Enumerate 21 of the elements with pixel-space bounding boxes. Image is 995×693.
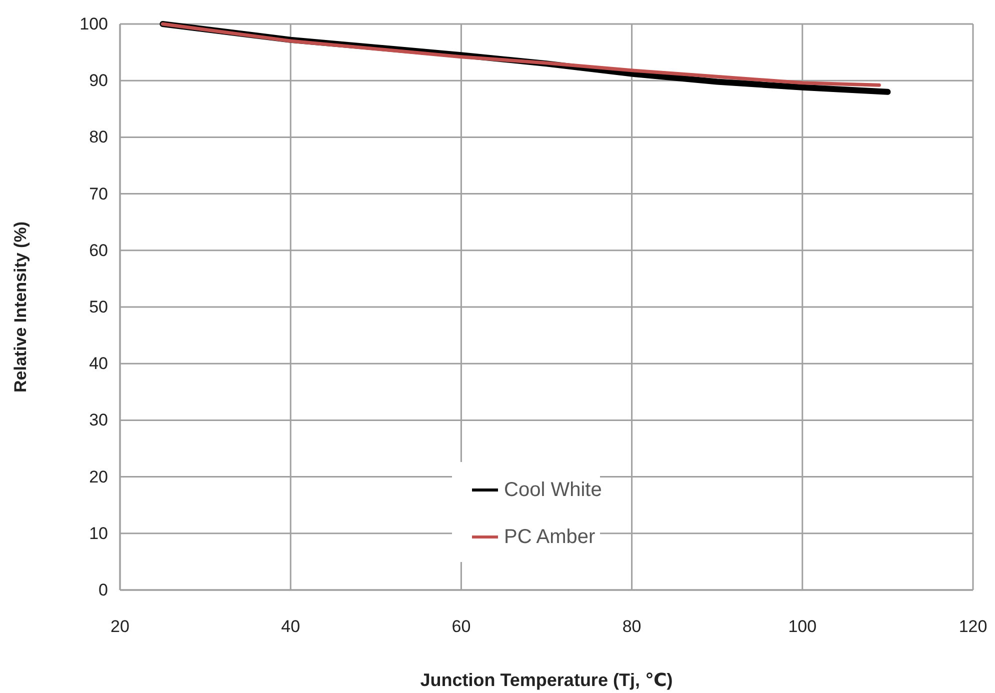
x-tick-label: 20 (110, 617, 130, 636)
x-tick-label: 60 (452, 617, 471, 636)
y-tick-label: 30 (89, 410, 108, 430)
y-tick-label: 0 (98, 580, 108, 600)
legend-label: Cool White (504, 479, 602, 501)
y-tick-label: 20 (89, 467, 108, 486)
x-tick-label: 120 (958, 617, 988, 636)
legend-label: PC Amber (504, 526, 596, 548)
y-tick-label: 50 (89, 298, 108, 316)
y-tick-label: 40 (89, 354, 108, 374)
y-tick-label: 10 (89, 524, 108, 543)
y-tick-label: 100 (80, 14, 108, 34)
x-tick-label: 80 (622, 617, 642, 636)
y-tick-label: 60 (89, 240, 108, 260)
y-tick-label: 80 (89, 128, 108, 147)
y-tick-label: 70 (89, 184, 108, 204)
y-axis-title: Relative Intensity (%) (11, 222, 30, 392)
x-tick-label: 40 (281, 617, 300, 636)
x-tick-label: 100 (788, 617, 817, 636)
y-tick-label: 90 (89, 71, 108, 90)
x-axis-title: Junction Temperature (Tj, ℃) (420, 670, 673, 690)
